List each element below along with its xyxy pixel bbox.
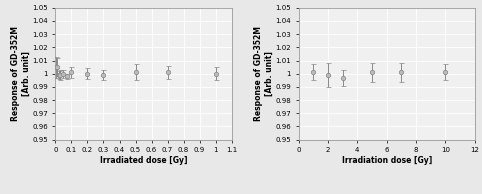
X-axis label: Irradiation dose [Gy]: Irradiation dose [Gy]: [342, 156, 432, 165]
Y-axis label: Response of GD-352M
[Arb. unit]: Response of GD-352M [Arb. unit]: [11, 26, 31, 121]
Y-axis label: Response of GD-352M
[Arb. unit]: Response of GD-352M [Arb. unit]: [254, 26, 274, 121]
X-axis label: Irradiated dose [Gy]: Irradiated dose [Gy]: [100, 156, 187, 165]
